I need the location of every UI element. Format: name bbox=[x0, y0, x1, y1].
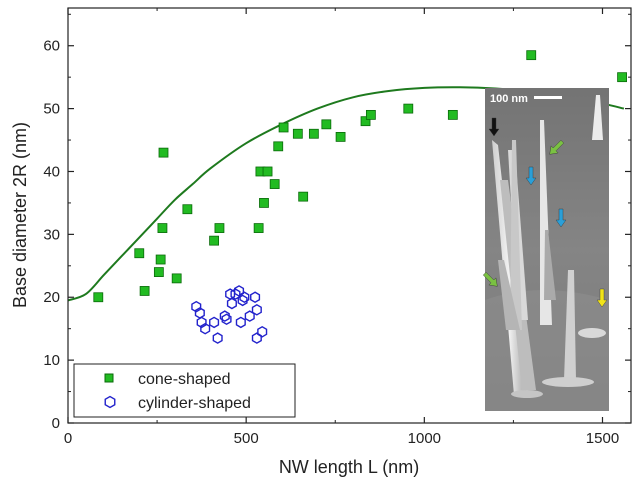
y-axis: 0 10 20 30 40 50 60 bbox=[43, 13, 631, 432]
legend-label-cone: cone-shaped bbox=[138, 371, 231, 388]
y-tick-label: 0 bbox=[52, 415, 60, 432]
cone-data-point bbox=[335, 132, 346, 142]
cone-data-point bbox=[526, 50, 537, 61]
series-cone-shaped bbox=[93, 50, 627, 303]
cone-data-point bbox=[273, 141, 284, 152]
cone-data-point bbox=[157, 223, 168, 233]
cylinder-data-point bbox=[251, 332, 262, 344]
cone-data-point bbox=[262, 166, 273, 177]
cone-data-point bbox=[269, 179, 280, 189]
y-tick-label: 10 bbox=[43, 352, 60, 369]
cone-data-point bbox=[360, 116, 371, 127]
cone-data-point bbox=[365, 109, 376, 120]
cylinder-data-point bbox=[219, 310, 230, 322]
cylinder-data-point bbox=[196, 316, 207, 329]
cone-data-point bbox=[134, 248, 145, 259]
cylinder-data-point bbox=[226, 297, 237, 310]
cone-data-point bbox=[153, 267, 164, 277]
cylinder-data-point bbox=[191, 300, 202, 313]
cone-data-point bbox=[214, 223, 225, 233]
inset-arrow bbox=[482, 271, 498, 287]
x-axis: 0 500 1000 1500 bbox=[64, 8, 619, 447]
x-axis-label: NW length L (nm) bbox=[279, 457, 419, 477]
inset-scale-label: 100 nm bbox=[490, 93, 528, 105]
cone-data-point bbox=[308, 128, 319, 139]
cone-data-point bbox=[93, 292, 104, 303]
y-tick-label: 50 bbox=[43, 101, 60, 118]
cone-data-point bbox=[139, 286, 150, 296]
cone-data-point bbox=[182, 204, 193, 215]
x-tick-label: 500 bbox=[234, 430, 259, 447]
legend-box bbox=[73, 363, 296, 418]
cone-data-point bbox=[403, 103, 414, 114]
x-tick-label: 1000 bbox=[408, 430, 441, 447]
legend-marker-cone bbox=[104, 373, 114, 383]
cone-data-point bbox=[155, 254, 166, 265]
cone-data-point bbox=[447, 109, 458, 120]
y-tick-label: 60 bbox=[43, 38, 60, 55]
y-axis-label: Base diameter 2R (nm) bbox=[10, 122, 30, 308]
cylinder-data-point bbox=[250, 291, 261, 304]
cylinder-data-point bbox=[235, 316, 246, 329]
cylinder-data-point bbox=[237, 294, 248, 307]
inset-arrow bbox=[488, 117, 500, 137]
cone-data-point bbox=[209, 235, 219, 246]
y-tick-label: 20 bbox=[43, 289, 60, 306]
sem-inset-image: 100 nm bbox=[482, 88, 609, 411]
cylinder-data-point bbox=[239, 291, 250, 304]
cone-data-point bbox=[321, 119, 332, 130]
x-tick-label: 0 bbox=[64, 430, 72, 447]
legend-marker-cylinder bbox=[104, 395, 116, 409]
y-tick-label: 40 bbox=[43, 163, 60, 180]
cylinder-data-point bbox=[200, 322, 211, 335]
cylinder-data-point bbox=[230, 288, 241, 300]
series-cylinder-shaped bbox=[191, 285, 268, 344]
cone-data-point bbox=[259, 198, 269, 208]
legend-label-cylinder: cylinder-shaped bbox=[138, 395, 251, 412]
inset-scale-bar bbox=[534, 96, 562, 99]
cone-data-point bbox=[171, 273, 182, 284]
inset-arrow bbox=[555, 208, 567, 228]
x-tick-label: 1500 bbox=[586, 430, 619, 447]
cone-data-point bbox=[298, 191, 309, 202]
cone-data-point bbox=[253, 223, 264, 233]
inset-arrow bbox=[525, 166, 537, 186]
inset-arrow bbox=[596, 288, 608, 308]
plot-frame bbox=[67, 7, 632, 424]
cylinder-data-point bbox=[234, 285, 245, 297]
cylinder-data-point bbox=[209, 316, 220, 329]
legend: cone-shaped cylinder-shaped bbox=[73, 363, 296, 418]
cone-data-point bbox=[158, 147, 169, 158]
cylinder-data-point bbox=[257, 326, 268, 338]
inset-arrow bbox=[549, 139, 565, 155]
y-tick-label: 30 bbox=[43, 226, 60, 243]
cylinder-data-point bbox=[212, 332, 223, 344]
cone-data-point bbox=[292, 128, 303, 139]
cone-data-point bbox=[278, 122, 289, 133]
cone-data-point bbox=[617, 72, 627, 83]
cylinder-data-point bbox=[221, 313, 232, 326]
cylinder-data-point bbox=[251, 304, 262, 316]
